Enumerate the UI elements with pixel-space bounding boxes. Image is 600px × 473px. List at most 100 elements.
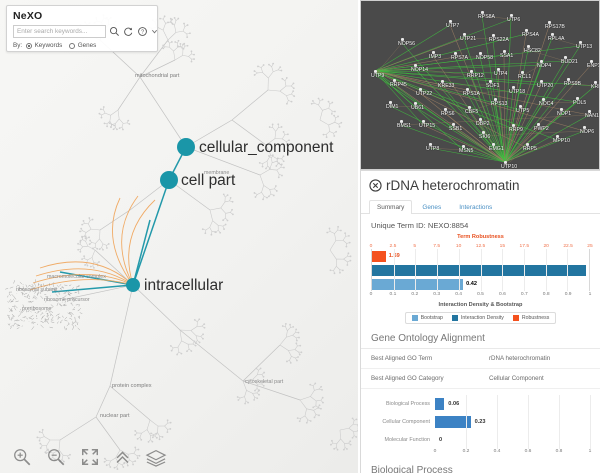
gene-node[interactable] bbox=[564, 56, 567, 59]
graph-node-intracellular[interactable] bbox=[126, 278, 140, 292]
nexo-network-canvas[interactable]: cellular_component cell part intracellul… bbox=[0, 0, 358, 473]
gene-node[interactable] bbox=[444, 108, 447, 111]
gene-node[interactable] bbox=[449, 20, 452, 23]
gene-node[interactable] bbox=[540, 60, 543, 63]
tab-summary[interactable]: Summary bbox=[369, 200, 413, 214]
gene-node[interactable] bbox=[548, 21, 551, 24]
tab-genes[interactable]: Genes bbox=[422, 204, 442, 211]
gene-node[interactable] bbox=[540, 80, 543, 83]
radio-keywords-indicator bbox=[26, 42, 33, 49]
legend-item-robustness[interactable]: Robustness bbox=[512, 315, 549, 321]
gene-node[interactable] bbox=[494, 98, 497, 101]
gene-node[interactable] bbox=[400, 120, 403, 123]
gene-node[interactable] bbox=[454, 52, 457, 55]
gene-edge bbox=[374, 70, 585, 132]
gene-node[interactable] bbox=[551, 33, 554, 36]
graph-node-cell-part[interactable] bbox=[160, 171, 178, 189]
gene-node[interactable] bbox=[441, 80, 444, 83]
gene-node[interactable] bbox=[374, 70, 377, 73]
chevron-down-icon[interactable] bbox=[151, 26, 158, 37]
gene-node[interactable] bbox=[526, 143, 529, 146]
radio-keywords[interactable]: Keywords bbox=[26, 42, 62, 49]
gene-node[interactable] bbox=[560, 108, 563, 111]
detail-tabs[interactable]: Summary Genes Interactions bbox=[361, 195, 600, 214]
gene-node[interactable] bbox=[525, 29, 528, 32]
gene-node[interactable] bbox=[497, 68, 500, 71]
gene-node[interactable] bbox=[479, 52, 482, 55]
gene-node[interactable] bbox=[422, 120, 425, 123]
gene-node[interactable] bbox=[468, 106, 471, 109]
gene-interaction-network[interactable]: UTP9 NOP56 UTP7 RPS8A UTP6 RPS17B UTP21 RPS22A R… bbox=[360, 0, 600, 170]
network-toolbar[interactable] bbox=[0, 441, 358, 473]
gene-node[interactable] bbox=[389, 101, 392, 104]
gene-node[interactable] bbox=[429, 143, 432, 146]
collapse-icon[interactable] bbox=[114, 447, 131, 467]
search-input[interactable] bbox=[13, 25, 106, 38]
gene-node[interactable] bbox=[452, 123, 455, 126]
gene-node[interactable] bbox=[432, 51, 435, 54]
term-detail-panel[interactable]: rDNA heterochromatin Summary Genes Inter… bbox=[360, 170, 600, 473]
help-icon[interactable]: ? bbox=[137, 26, 148, 37]
gene-node[interactable] bbox=[556, 135, 559, 138]
radio-keywords-label: Keywords bbox=[34, 42, 63, 49]
gene-node[interactable] bbox=[466, 88, 469, 91]
legend-item-bootstrap[interactable]: Bootstrap bbox=[411, 315, 443, 321]
gene-node[interactable] bbox=[537, 123, 540, 126]
gene-node[interactable] bbox=[479, 118, 482, 121]
gene-node[interactable] bbox=[503, 50, 506, 53]
gene-edge bbox=[504, 102, 544, 163]
search-panel[interactable]: NeXO ? By: Keywords Genes bbox=[6, 5, 158, 52]
gene-edge bbox=[479, 122, 506, 163]
gene-node[interactable] bbox=[567, 78, 570, 81]
zoom-in-icon[interactable] bbox=[12, 447, 32, 467]
gene-node[interactable] bbox=[492, 143, 495, 146]
gene-node[interactable] bbox=[512, 124, 515, 127]
gene-node[interactable] bbox=[542, 98, 545, 101]
gridline bbox=[559, 413, 560, 431]
gene-node[interactable] bbox=[419, 88, 422, 91]
gene-node[interactable] bbox=[527, 45, 530, 48]
radio-genes[interactable]: Genes bbox=[69, 42, 96, 49]
search-by-row[interactable]: By: Keywords Genes bbox=[13, 42, 151, 49]
legend-item-interaction-density[interactable]: Interaction Density bbox=[451, 315, 504, 321]
gene-node[interactable] bbox=[583, 126, 586, 129]
gene-node[interactable] bbox=[590, 60, 593, 63]
gene-node[interactable] bbox=[492, 34, 495, 37]
gene-node[interactable] bbox=[462, 145, 465, 148]
tick-top-2.5: 2.5 bbox=[389, 244, 397, 249]
gene-node[interactable] bbox=[470, 70, 473, 73]
gene-node[interactable] bbox=[504, 161, 507, 164]
zoom-out-icon[interactable] bbox=[46, 447, 66, 467]
tick-bottom-0.8: 0.8 bbox=[542, 292, 550, 297]
layers-icon[interactable] bbox=[145, 447, 167, 467]
gene-edge bbox=[374, 33, 527, 72]
tab-interactions[interactable]: Interactions bbox=[459, 204, 493, 211]
gene-node[interactable] bbox=[401, 38, 404, 41]
gene-node[interactable] bbox=[594, 81, 597, 84]
gene-node[interactable] bbox=[463, 33, 466, 36]
graph-node-cellular-component[interactable] bbox=[177, 138, 195, 156]
search-icon[interactable] bbox=[109, 26, 120, 37]
chart-legend[interactable]: Bootstrap Interaction Density Robustness bbox=[404, 312, 557, 324]
gene-node[interactable] bbox=[393, 79, 396, 82]
gene-node[interactable] bbox=[414, 102, 417, 105]
gene-node[interactable] bbox=[481, 11, 484, 14]
gene-node[interactable] bbox=[579, 41, 582, 44]
gene-node[interactable] bbox=[588, 110, 591, 113]
gene-node[interactable] bbox=[521, 71, 524, 74]
label-best-aligned-go-category: Best Aligned GO Category bbox=[371, 375, 444, 382]
gene-node[interactable] bbox=[482, 131, 485, 134]
gene-node[interactable] bbox=[512, 86, 515, 89]
gene-node[interactable] bbox=[489, 80, 492, 83]
gene-node[interactable] bbox=[576, 97, 579, 100]
fit-to-screen-icon[interactable] bbox=[80, 447, 100, 467]
go-tick-0.6: 0.6 bbox=[524, 449, 532, 454]
gene-node[interactable] bbox=[510, 14, 513, 17]
gene-node[interactable] bbox=[519, 105, 522, 108]
search-row[interactable]: ? bbox=[13, 25, 158, 38]
gene-edge bbox=[400, 114, 590, 126]
gene-edge bbox=[374, 70, 514, 130]
reset-icon[interactable] bbox=[123, 26, 134, 37]
gene-node[interactable] bbox=[414, 64, 417, 67]
close-icon[interactable] bbox=[369, 179, 382, 192]
